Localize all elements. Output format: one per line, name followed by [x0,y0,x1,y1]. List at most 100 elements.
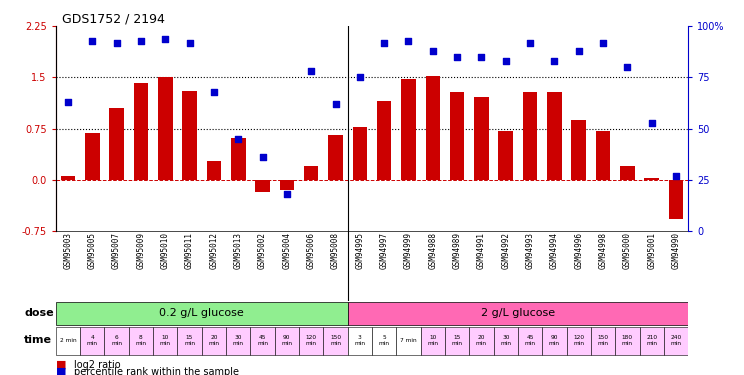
Text: ■: ■ [56,367,66,375]
Bar [80,327,104,355]
Text: GSM94990: GSM94990 [672,232,681,270]
Bar [104,327,129,355]
Point [330,101,341,107]
Bar [231,138,246,180]
Text: 180
min: 180 min [622,335,633,346]
Bar [420,327,445,355]
Bar [202,327,226,355]
Text: 2 min: 2 min [60,338,77,343]
Point [111,40,123,46]
Point [135,38,147,44]
Bar [669,180,683,219]
Point [257,154,269,160]
Bar [324,327,347,355]
Text: 7 min: 7 min [400,338,417,343]
Bar [61,176,75,180]
Text: 45
min: 45 min [525,335,536,346]
Bar [153,327,177,355]
Bar [567,327,591,355]
Text: 90
min: 90 min [281,335,292,346]
Text: 5
min: 5 min [379,335,390,346]
Bar [85,134,100,180]
Point [525,40,536,46]
Bar [280,180,294,190]
Bar [304,166,318,180]
Text: dose: dose [24,308,54,318]
Bar [255,180,270,192]
Point [378,40,390,46]
Point [86,38,98,44]
Point [597,40,609,46]
Text: GSM95002: GSM95002 [258,232,267,270]
Bar [397,327,420,355]
Bar [353,127,367,180]
Text: 2 g/L glucose: 2 g/L glucose [481,308,555,318]
Bar [207,161,221,180]
Text: 8
min: 8 min [135,335,147,346]
Text: GSM95001: GSM95001 [647,232,656,270]
Text: GSM95000: GSM95000 [623,232,632,270]
Bar [177,327,202,355]
Bar [664,327,688,355]
Text: 20
min: 20 min [476,335,487,346]
Bar [571,120,586,180]
Text: time: time [24,335,52,345]
Text: GSM94993: GSM94993 [525,232,535,270]
Text: GSM94989: GSM94989 [452,232,461,270]
Bar [377,101,391,180]
Text: log2 ratio: log2 ratio [74,360,121,369]
Text: GSM95005: GSM95005 [88,232,97,270]
Text: 20
min: 20 min [208,335,219,346]
Text: 10
min: 10 min [160,335,171,346]
Point [573,48,585,54]
Text: GSM94997: GSM94997 [379,232,388,270]
Bar [109,108,124,180]
Text: GSM95004: GSM95004 [283,232,292,270]
Text: 4
min: 4 min [87,335,97,346]
Text: 120
min: 120 min [306,335,317,346]
Bar [56,327,80,355]
Bar [56,303,347,325]
Text: GSM94995: GSM94995 [356,232,365,270]
Point [354,75,366,81]
Text: 0.2 g/L glucose: 0.2 g/L glucose [159,308,244,318]
Point [184,40,196,46]
Point [621,64,633,70]
Text: 10
min: 10 min [427,335,438,346]
Text: GSM94994: GSM94994 [550,232,559,270]
Bar [347,327,372,355]
Text: GSM95009: GSM95009 [136,232,145,270]
Text: 30
min: 30 min [500,335,511,346]
Bar [401,79,416,180]
Bar [542,327,567,355]
Bar [275,327,299,355]
Bar [347,303,688,325]
Point [403,38,414,44]
Text: GSM95007: GSM95007 [112,232,121,270]
Bar [591,327,615,355]
Bar [134,83,148,180]
Bar [596,131,610,180]
Text: 3
min: 3 min [354,335,365,346]
Text: 150
min: 150 min [597,335,609,346]
Bar [450,93,464,180]
Bar [226,327,251,355]
Text: 6
min: 6 min [111,335,122,346]
Point [670,173,682,179]
Bar [644,178,659,180]
Bar [518,327,542,355]
Point [281,191,293,197]
Bar [615,327,640,355]
Text: 240
min: 240 min [670,335,682,346]
Text: GDS1752 / 2194: GDS1752 / 2194 [62,12,165,25]
Text: GSM95006: GSM95006 [307,232,315,270]
Point [475,54,487,60]
Text: GSM94998: GSM94998 [599,232,608,270]
Text: GSM95003: GSM95003 [63,232,72,270]
Bar [498,131,513,180]
Text: GSM95011: GSM95011 [185,232,194,270]
Point [208,89,220,95]
Bar [426,76,440,180]
Bar [372,327,397,355]
Text: 15
min: 15 min [184,335,195,346]
